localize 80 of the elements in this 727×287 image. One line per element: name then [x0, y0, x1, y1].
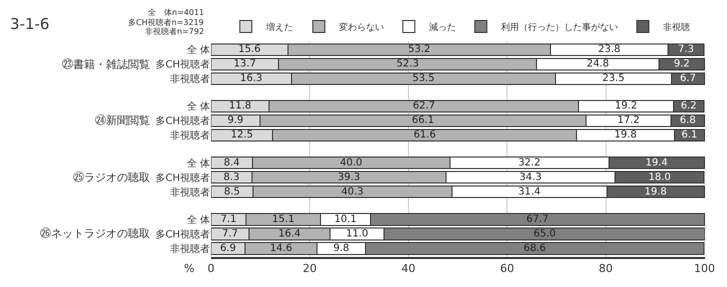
data-label: 23.5 [602, 73, 625, 84]
data-label: 18.0 [648, 172, 671, 183]
data-label: 66.1 [412, 115, 434, 126]
data-label: 9.8 [333, 242, 350, 254]
x-tick-label: 80 [598, 262, 613, 276]
data-label: 6.1 [682, 130, 698, 141]
y-tick-label: 多CH視聴者 [155, 172, 210, 184]
text: ㉔新聞閲覧 [95, 114, 150, 127]
data-label: 53.5 [412, 73, 435, 84]
data-label: 14.6 [270, 242, 292, 254]
data-label: 8.5 [224, 186, 240, 198]
data-label: 7.3 [678, 44, 694, 56]
data-label: 7.1 [220, 214, 236, 225]
data-label: 8.3 [224, 172, 240, 183]
y-tick-label: 全 体 [186, 100, 210, 113]
y-tick-label: 非視聴者 [170, 73, 210, 86]
y-tick-label: 多CH視聴者 [155, 228, 210, 240]
data-label: 40.0 [340, 157, 362, 168]
x-axis-title: % [184, 262, 194, 275]
data-label: 24.8 [586, 58, 610, 70]
data-label: 6.9 [220, 242, 236, 254]
data-label: 16.4 [278, 228, 301, 240]
data-label: 62.7 [412, 100, 436, 112]
data-label: 19.2 [614, 100, 638, 112]
data-label: 19.4 [646, 157, 668, 168]
text: ㉕ラジオの聴取 [73, 171, 150, 184]
data-label: 40.3 [341, 186, 364, 198]
text: 多CH視聴者n=3219 [128, 18, 204, 27]
x-tick-label: 60 [500, 262, 514, 276]
data-label: 39.3 [338, 172, 360, 183]
data-label: 6.2 [680, 100, 697, 112]
data-label: 6.7 [680, 73, 696, 84]
y-tick-label: 全 体 [186, 44, 210, 56]
data-label: 15.6 [238, 44, 261, 56]
data-label: 19.8 [644, 186, 667, 198]
data-label: 12.5 [230, 130, 253, 141]
data-label: 9.2 [674, 58, 690, 70]
data-label: 8.4 [224, 157, 240, 168]
y-tick-label: 多CH視聴者 [155, 58, 210, 71]
data-label: 67.7 [526, 214, 549, 225]
text: ㉓書籍・雑誌閲覧 [62, 58, 150, 71]
text: ㉖ネットラジオの聴取 [40, 227, 150, 240]
data-label: 11.8 [228, 100, 252, 112]
legend-label: 利用（行った）した事がない [500, 22, 618, 34]
data-label: 32.2 [518, 157, 540, 168]
data-label: 31.4 [518, 186, 540, 198]
data-label: 34.3 [519, 172, 542, 183]
y-tick-label: 全 体 [186, 214, 210, 226]
x-tick-label: 40 [401, 262, 416, 276]
text: 全 体n=4011 [148, 8, 204, 17]
data-label: 15.1 [272, 214, 294, 225]
y-tick-label: 非視聴者 [170, 186, 210, 198]
data-label: 19.8 [614, 130, 637, 141]
data-label: 11.0 [346, 228, 368, 240]
data-label: 65.0 [533, 228, 556, 240]
text: 非視聴者n=792 [145, 27, 204, 36]
data-label: 17.2 [617, 115, 640, 126]
data-label: 16.3 [240, 73, 262, 84]
data-label: 7.7 [222, 228, 238, 240]
legend-label: 増えた [264, 22, 293, 34]
x-tick-label: 20 [302, 262, 317, 276]
data-label: 13.7 [234, 58, 256, 70]
data-label: 10.1 [334, 214, 357, 225]
x-tick-label: 0 [208, 262, 214, 276]
legend-label: 変わらない [338, 22, 384, 34]
y-tick-label: 全 体 [186, 157, 210, 170]
data-label: 52.3 [396, 58, 419, 70]
data-label: 6.8 [680, 115, 696, 126]
x-tick-label: 100 [694, 262, 716, 276]
data-label: 53.2 [408, 44, 430, 56]
legend-label: 非視聴 [662, 22, 690, 34]
data-label: 23.8 [598, 44, 620, 56]
data-label: 9.9 [227, 115, 244, 126]
y-tick-label: 非視聴者 [170, 242, 210, 255]
legend-label: 減った [428, 22, 456, 34]
data-label: 68.6 [524, 242, 546, 254]
data-label: 61.6 [414, 130, 436, 141]
y-tick-label: 多CH視聴者 [155, 115, 210, 128]
text: 3-1-6 [10, 15, 50, 33]
y-tick-label: 非視聴者 [170, 130, 210, 142]
